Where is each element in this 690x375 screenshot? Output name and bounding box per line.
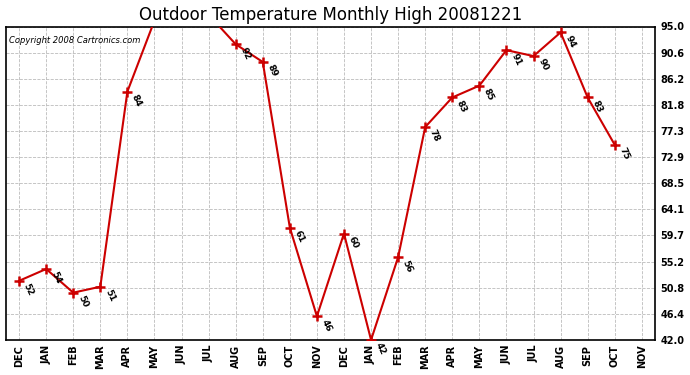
Text: 46: 46 <box>319 318 333 333</box>
Text: Copyright 2008 Cartronics.com: Copyright 2008 Cartronics.com <box>9 36 140 45</box>
Text: 92: 92 <box>239 46 252 61</box>
Text: 52: 52 <box>22 282 35 297</box>
Text: 50: 50 <box>76 294 90 309</box>
Text: 91: 91 <box>509 51 523 67</box>
Text: 61: 61 <box>293 229 306 244</box>
Text: 97: 97 <box>0 374 1 375</box>
Text: 85: 85 <box>482 87 495 102</box>
Text: 78: 78 <box>428 128 442 144</box>
Text: 96: 96 <box>0 374 1 375</box>
Text: 83: 83 <box>591 99 604 114</box>
Text: 60: 60 <box>347 235 360 250</box>
Text: 90: 90 <box>536 57 550 73</box>
Text: 56: 56 <box>401 258 415 274</box>
Text: 89: 89 <box>266 63 279 79</box>
Text: 75: 75 <box>618 146 631 161</box>
Text: 83: 83 <box>455 99 469 114</box>
Text: 84: 84 <box>130 93 144 108</box>
Text: 96: 96 <box>0 374 1 375</box>
Text: 54: 54 <box>49 270 62 286</box>
Text: 42: 42 <box>374 341 387 357</box>
Text: 94: 94 <box>563 34 577 49</box>
Title: Outdoor Temperature Monthly High 20081221: Outdoor Temperature Monthly High 2008122… <box>139 6 522 24</box>
Text: 51: 51 <box>103 288 117 303</box>
